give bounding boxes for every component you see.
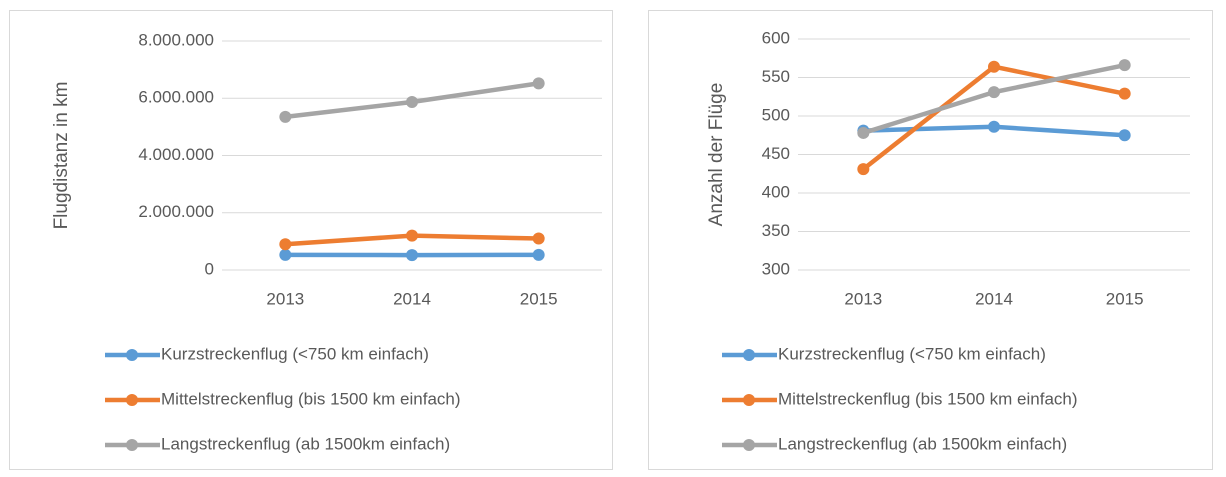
legend-marker [743,349,755,361]
y-tick-label: 350 [762,221,790,240]
y-tick-label: 500 [762,105,790,124]
y-tick-label: 4.000.000 [138,145,214,164]
y-tick-label: 550 [762,67,790,86]
data-point [857,163,869,175]
x-tick-label: 2013 [266,289,304,308]
legend-label: Kurzstreckenflug (<750 km einfach) [161,344,429,363]
data-point [279,111,291,123]
legend-label: Langstreckenflug (ab 1500km einfach) [161,434,450,453]
data-point [857,127,869,139]
legend-label: Kurzstreckenflug (<750 km einfach) [778,344,1046,363]
y-axis-label: Flugdistanz in km [51,82,72,230]
data-point [533,77,545,89]
y-tick-label: 450 [762,144,790,163]
data-point [406,230,418,242]
x-tick-label: 2014 [393,289,431,308]
x-tick-label: 2014 [975,289,1013,308]
data-point [533,249,545,261]
x-tick-label: 2015 [1106,289,1144,308]
y-tick-label: 0 [205,259,214,278]
legend-marker [126,394,138,406]
x-tick-label: 2013 [844,289,882,308]
data-point [988,61,1000,73]
y-tick-label: 400 [762,182,790,201]
legend-label: Langstreckenflug (ab 1500km einfach) [778,434,1067,453]
y-axis-label: Anzahl der Flüge [706,83,727,227]
legend-marker [126,349,138,361]
data-point [1119,59,1131,71]
data-point [406,249,418,261]
data-point [988,121,1000,133]
data-point [533,233,545,245]
y-tick-label: 2.000.000 [138,202,214,221]
data-point [279,238,291,250]
data-point [1119,88,1131,100]
data-point [1119,129,1131,141]
data-point [406,96,418,108]
data-point [279,249,291,261]
legend-marker [743,394,755,406]
y-tick-label: 6.000.000 [138,88,214,107]
legend-label: Mittelstreckenflug (bis 1500 km einfach) [161,389,461,408]
legend-label: Mittelstreckenflug (bis 1500 km einfach) [778,389,1078,408]
y-tick-label: 8.000.000 [138,30,214,49]
legend-marker [743,439,755,451]
legend-marker [126,439,138,451]
x-tick-label: 2015 [520,289,558,308]
y-tick-label: 600 [762,28,790,47]
y-tick-label: 300 [762,259,790,278]
data-point [988,86,1000,98]
